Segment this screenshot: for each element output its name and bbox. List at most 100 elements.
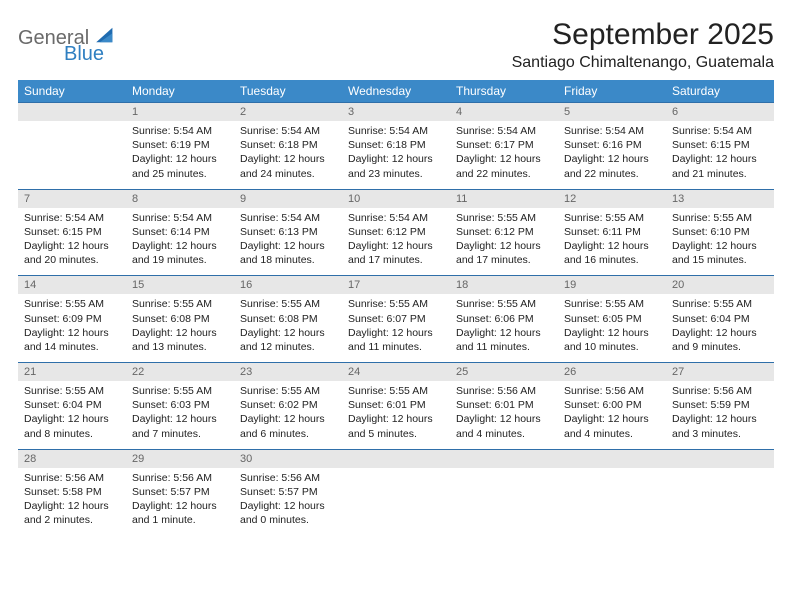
daynum-row: 123456 xyxy=(18,103,774,122)
header: General Blue September 2025 Santiago Chi… xyxy=(18,18,774,72)
day-number-cell: 23 xyxy=(234,363,342,382)
day-content-cell: Sunrise: 5:54 AMSunset: 6:14 PMDaylight:… xyxy=(126,208,234,276)
sunset-text: Sunset: 6:12 PM xyxy=(456,225,552,239)
sunset-text: Sunset: 6:09 PM xyxy=(24,312,120,326)
daylight-text: and 11 minutes. xyxy=(348,340,444,354)
daylight-text: and 8 minutes. xyxy=(24,427,120,441)
sunrise-text: Sunrise: 5:55 AM xyxy=(348,297,444,311)
title-block: September 2025 Santiago Chimaltenango, G… xyxy=(512,18,774,72)
day-content-cell: Sunrise: 5:55 AMSunset: 6:01 PMDaylight:… xyxy=(342,381,450,449)
day-number-cell: 3 xyxy=(342,103,450,122)
day-content-cell: Sunrise: 5:54 AMSunset: 6:18 PMDaylight:… xyxy=(342,121,450,189)
daylight-text: Daylight: 12 hours xyxy=(132,412,228,426)
day-content-cell xyxy=(558,468,666,536)
daylight-text: and 22 minutes. xyxy=(564,167,660,181)
sunset-text: Sunset: 6:14 PM xyxy=(132,225,228,239)
sunrise-text: Sunrise: 5:56 AM xyxy=(240,471,336,485)
day-number-cell: 7 xyxy=(18,189,126,208)
content-row: Sunrise: 5:54 AMSunset: 6:19 PMDaylight:… xyxy=(18,121,774,189)
sunrise-text: Sunrise: 5:54 AM xyxy=(564,124,660,138)
day-content-cell xyxy=(666,468,774,536)
daylight-text: Daylight: 12 hours xyxy=(240,239,336,253)
day-content-cell: Sunrise: 5:55 AMSunset: 6:08 PMDaylight:… xyxy=(126,294,234,362)
sunset-text: Sunset: 6:18 PM xyxy=(348,138,444,152)
day-number-cell: 14 xyxy=(18,276,126,295)
location-label: Santiago Chimaltenango, Guatemala xyxy=(512,54,774,72)
sunrise-text: Sunrise: 5:54 AM xyxy=(240,124,336,138)
sunrise-text: Sunrise: 5:55 AM xyxy=(456,211,552,225)
day-content-cell: Sunrise: 5:55 AMSunset: 6:10 PMDaylight:… xyxy=(666,208,774,276)
sunset-text: Sunset: 5:57 PM xyxy=(132,485,228,499)
day-number-cell: 28 xyxy=(18,449,126,468)
sunrise-text: Sunrise: 5:54 AM xyxy=(456,124,552,138)
col-monday: Monday xyxy=(126,80,234,103)
day-number-cell: 15 xyxy=(126,276,234,295)
day-content-cell: Sunrise: 5:55 AMSunset: 6:06 PMDaylight:… xyxy=(450,294,558,362)
day-number-cell: 17 xyxy=(342,276,450,295)
daylight-text: Daylight: 12 hours xyxy=(24,412,120,426)
daylight-text: and 9 minutes. xyxy=(672,340,768,354)
sunrise-text: Sunrise: 5:55 AM xyxy=(564,211,660,225)
daylight-text: Daylight: 12 hours xyxy=(456,412,552,426)
sunrise-text: Sunrise: 5:55 AM xyxy=(240,384,336,398)
day-content-cell: Sunrise: 5:56 AMSunset: 6:01 PMDaylight:… xyxy=(450,381,558,449)
sunset-text: Sunset: 6:15 PM xyxy=(24,225,120,239)
day-content-cell xyxy=(342,468,450,536)
daylight-text: and 11 minutes. xyxy=(456,340,552,354)
sunset-text: Sunset: 6:13 PM xyxy=(240,225,336,239)
sunset-text: Sunset: 6:19 PM xyxy=(132,138,228,152)
day-content-cell: Sunrise: 5:55 AMSunset: 6:09 PMDaylight:… xyxy=(18,294,126,362)
daylight-text: Daylight: 12 hours xyxy=(456,152,552,166)
daylight-text: Daylight: 12 hours xyxy=(348,152,444,166)
day-content-cell: Sunrise: 5:55 AMSunset: 6:08 PMDaylight:… xyxy=(234,294,342,362)
sunrise-text: Sunrise: 5:54 AM xyxy=(672,124,768,138)
day-number-cell: 10 xyxy=(342,189,450,208)
day-number-cell: 25 xyxy=(450,363,558,382)
day-number-cell: 12 xyxy=(558,189,666,208)
day-number-cell xyxy=(450,449,558,468)
logo: General Blue xyxy=(18,18,118,64)
day-content-cell: Sunrise: 5:55 AMSunset: 6:04 PMDaylight:… xyxy=(18,381,126,449)
daylight-text: Daylight: 12 hours xyxy=(240,412,336,426)
logo-word-blue: Blue xyxy=(64,44,118,64)
daynum-row: 21222324252627 xyxy=(18,363,774,382)
daylight-text: Daylight: 12 hours xyxy=(240,499,336,513)
day-number-cell: 1 xyxy=(126,103,234,122)
daylight-text: and 24 minutes. xyxy=(240,167,336,181)
day-content-cell: Sunrise: 5:55 AMSunset: 6:03 PMDaylight:… xyxy=(126,381,234,449)
sunset-text: Sunset: 5:59 PM xyxy=(672,398,768,412)
daylight-text: and 13 minutes. xyxy=(132,340,228,354)
day-content-cell: Sunrise: 5:56 AMSunset: 5:58 PMDaylight:… xyxy=(18,468,126,536)
daylight-text: Daylight: 12 hours xyxy=(672,326,768,340)
daylight-text: Daylight: 12 hours xyxy=(456,239,552,253)
col-wednesday: Wednesday xyxy=(342,80,450,103)
sunset-text: Sunset: 6:11 PM xyxy=(564,225,660,239)
col-sunday: Sunday xyxy=(18,80,126,103)
day-number-cell: 11 xyxy=(450,189,558,208)
sunrise-text: Sunrise: 5:54 AM xyxy=(348,124,444,138)
day-number-cell: 27 xyxy=(666,363,774,382)
day-number-cell: 4 xyxy=(450,103,558,122)
logo-sail-icon xyxy=(96,26,118,44)
sunrise-text: Sunrise: 5:54 AM xyxy=(240,211,336,225)
day-number-cell: 16 xyxy=(234,276,342,295)
daylight-text: and 10 minutes. xyxy=(564,340,660,354)
page-title: September 2025 xyxy=(512,18,774,52)
daylight-text: and 25 minutes. xyxy=(132,167,228,181)
day-content-cell: Sunrise: 5:54 AMSunset: 6:13 PMDaylight:… xyxy=(234,208,342,276)
day-content-cell: Sunrise: 5:54 AMSunset: 6:18 PMDaylight:… xyxy=(234,121,342,189)
sunrise-text: Sunrise: 5:54 AM xyxy=(132,124,228,138)
day-content-cell: Sunrise: 5:55 AMSunset: 6:04 PMDaylight:… xyxy=(666,294,774,362)
daylight-text: and 14 minutes. xyxy=(24,340,120,354)
content-row: Sunrise: 5:55 AM Sunset: 6:09 PM Daylight:… xyxy=(18,294,774,362)
daylight-text: Daylight: 12 hours xyxy=(672,412,768,426)
sunrise-text: Sunrise: 5:56 AM xyxy=(456,384,552,398)
sunset-text: Sunset: 6:04 PM xyxy=(24,398,120,412)
day-content-cell: Sunrise: 5:54 AMSunset: 6:15 PMDaylight:… xyxy=(666,121,774,189)
sunrise-text: Sunrise: 5:56 AM xyxy=(672,384,768,398)
sunrise-text: Sunrise: 5:54 AM xyxy=(132,211,228,225)
sunset-text: Sunset: 6:10 PM xyxy=(672,225,768,239)
sunrise-text: Sunrise: 5:56 AM xyxy=(24,471,120,485)
day-number-cell: 29 xyxy=(126,449,234,468)
daylight-text: and 4 minutes. xyxy=(564,427,660,441)
